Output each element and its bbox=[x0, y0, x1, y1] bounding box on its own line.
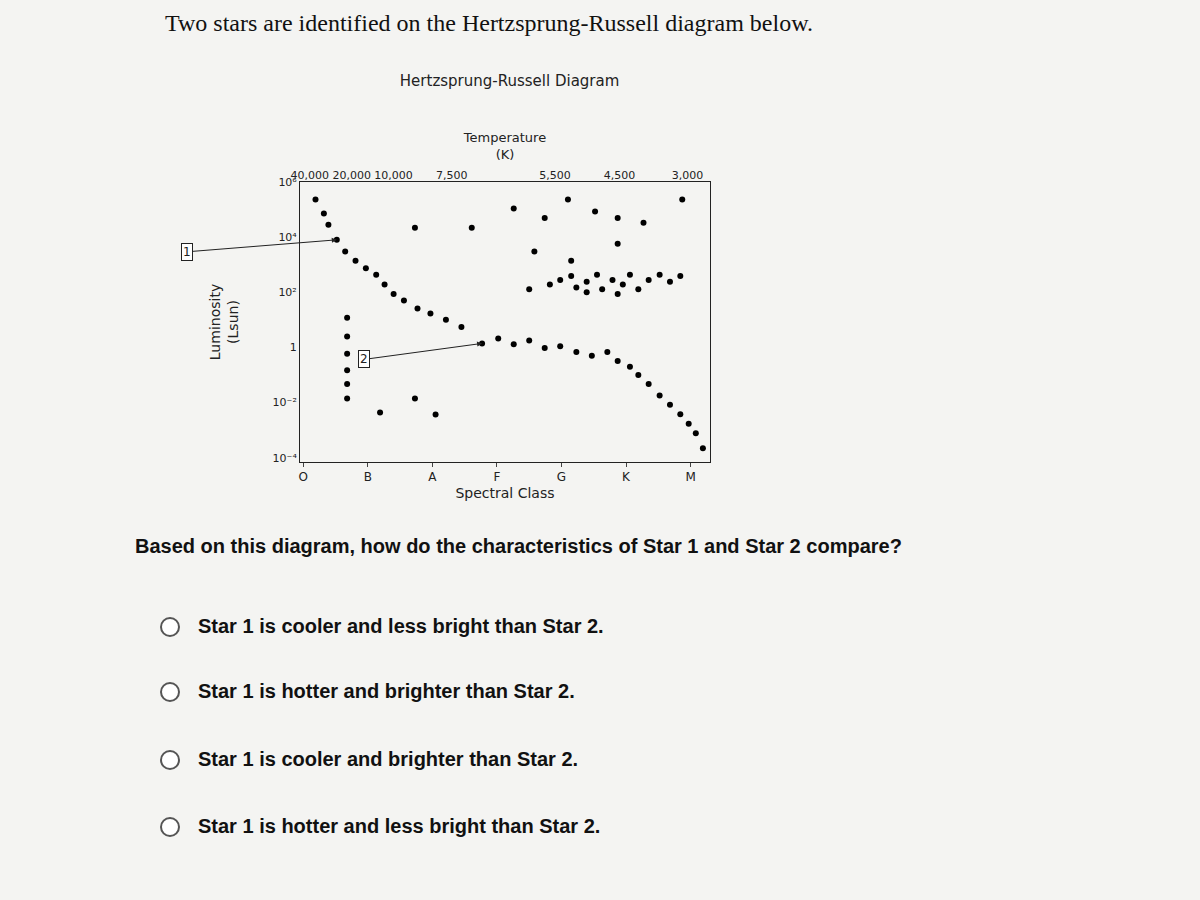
html-text:Star 1 is cooler and less brig: Star 1 is cooler and less bright than St… bbox=[198, 615, 604, 637]
svg-text:4,500: 4,500 bbox=[604, 169, 636, 182]
svg-text:A: A bbox=[428, 470, 437, 484]
svg-text:F: F bbox=[493, 470, 500, 484]
svg-text:Temperature(K): Temperature(K) bbox=[463, 130, 546, 162]
html-text:Star 1 is hotter and less brig: Star 1 is hotter and less bright than St… bbox=[198, 815, 601, 837]
svg-text:Spectral Class: Spectral Class bbox=[455, 485, 554, 501]
html-text:Two stars are identified on th: Two stars are identified on the Hertzspr… bbox=[165, 10, 813, 36]
svg-text:K: K bbox=[622, 470, 631, 484]
svg-text:1: 1 bbox=[183, 245, 191, 259]
svg-text:M: M bbox=[685, 470, 695, 484]
svg-text:20,000: 20,000 bbox=[332, 169, 371, 182]
svg-text:1: 1 bbox=[290, 341, 297, 354]
svg-text:10⁴: 10⁴ bbox=[278, 231, 297, 244]
svg-text:10²: 10² bbox=[278, 286, 296, 299]
svg-text:10⁻⁴: 10⁻⁴ bbox=[273, 452, 298, 465]
svg-text:O: O bbox=[299, 470, 308, 484]
svg-text:5,500: 5,500 bbox=[539, 169, 571, 182]
svg-text:10⁻²: 10⁻² bbox=[273, 396, 297, 409]
svg-text:40,000: 40,000 bbox=[290, 169, 329, 182]
svg-text:7,500: 7,500 bbox=[436, 169, 468, 182]
svg-text:3,000: 3,000 bbox=[672, 169, 704, 182]
svg-text:B: B bbox=[364, 470, 372, 484]
svg-text:Hertzsprung-Russell Diagram: Hertzsprung-Russell Diagram bbox=[400, 72, 620, 90]
html-text:Star 1 is hotter and brighter: Star 1 is hotter and brighter than Star … bbox=[198, 680, 575, 702]
svg-text:2: 2 bbox=[360, 352, 368, 366]
html-text:Star 1 is cooler and brighter: Star 1 is cooler and brighter than Star … bbox=[198, 748, 579, 770]
svg-text:10⁶: 10⁶ bbox=[278, 176, 297, 189]
html-text:Based on this diagram, how do: Based on this diagram, how do the charac… bbox=[135, 535, 902, 557]
svg-text:G: G bbox=[557, 470, 566, 484]
svg-text:Luminosity(Lsun): Luminosity(Lsun) bbox=[207, 284, 241, 360]
svg-text:10,000: 10,000 bbox=[374, 169, 413, 182]
